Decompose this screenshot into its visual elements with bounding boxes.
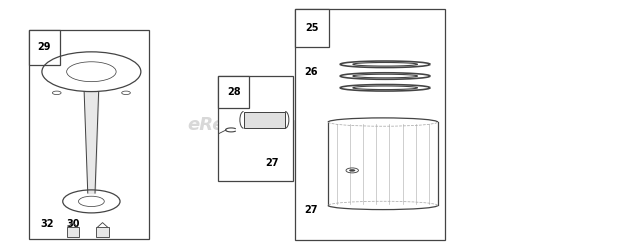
Text: eReplacementParts.com: eReplacementParts.com xyxy=(187,116,433,133)
Bar xyxy=(66,227,79,237)
Text: 27: 27 xyxy=(265,158,278,168)
Bar xyxy=(29,30,149,239)
Text: 28: 28 xyxy=(227,87,241,97)
Text: 27: 27 xyxy=(304,205,317,215)
Bar xyxy=(29,30,60,65)
Text: 30: 30 xyxy=(66,219,80,229)
Bar xyxy=(244,112,285,128)
Bar xyxy=(218,76,249,108)
Bar xyxy=(218,76,293,181)
Text: 32: 32 xyxy=(40,219,54,229)
Bar xyxy=(96,227,108,237)
Bar xyxy=(295,9,329,47)
Bar xyxy=(295,9,445,240)
Text: 29: 29 xyxy=(37,42,51,52)
Text: 25: 25 xyxy=(306,23,319,33)
Text: 26: 26 xyxy=(304,67,317,77)
Circle shape xyxy=(349,169,355,172)
